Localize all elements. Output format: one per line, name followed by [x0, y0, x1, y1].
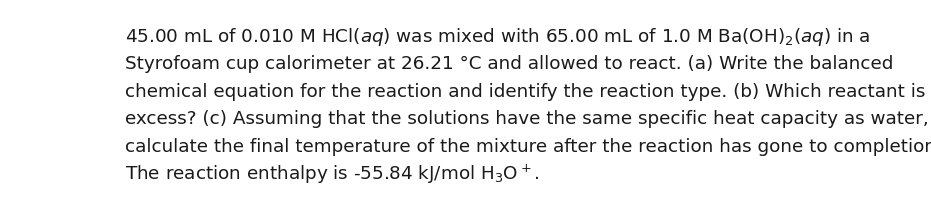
Text: Styrofoam cup calorimeter at 26.21 °C and allowed to react. (a) Write the balanc: Styrofoam cup calorimeter at 26.21 °C an…	[125, 55, 894, 73]
Text: 45.00 mL of 0.010 M HCl($aq$) was mixed with 65.00 mL of 1.0 M Ba(OH)$_2$($aq$) : 45.00 mL of 0.010 M HCl($aq$) was mixed …	[125, 26, 870, 48]
Text: chemical equation for the reaction and identify the reaction type. (b) Which rea: chemical equation for the reaction and i…	[125, 83, 931, 101]
Text: calculate the final temperature of the mixture after the reaction has gone to co: calculate the final temperature of the m…	[125, 138, 931, 156]
Text: excess? (c) Assuming that the solutions have the same specific heat capacity as : excess? (c) Assuming that the solutions …	[125, 110, 928, 128]
Text: The reaction enthalpy is -55.84 kJ/mol H$_3$O$^+$.: The reaction enthalpy is -55.84 kJ/mol H…	[125, 162, 540, 186]
